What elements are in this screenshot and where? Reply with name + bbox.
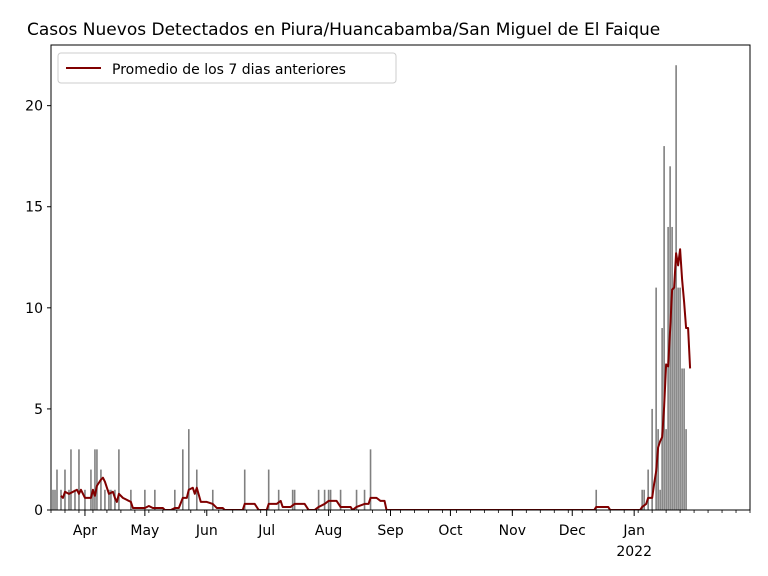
bars-layer xyxy=(52,65,687,510)
bar xyxy=(655,287,657,510)
x-tick-label: Jan xyxy=(622,523,645,539)
y-tick-label: 20 xyxy=(25,99,43,115)
bar xyxy=(144,489,146,510)
bar xyxy=(667,226,669,510)
chart-title: Casos Nuevos Detectados en Piura/Huancab… xyxy=(27,20,660,40)
plot-area: 0 5 10 15 20 Apr May Jun Jul Aug Sep Oct Nov Dec Jan 20… xyxy=(25,44,751,560)
bar xyxy=(657,429,659,510)
bar xyxy=(681,368,683,510)
bar xyxy=(211,489,214,510)
y-tick-label: 0 xyxy=(34,503,43,519)
bar xyxy=(293,489,296,510)
legend: Promedio de los 7 dias anteriores xyxy=(57,52,397,84)
bar xyxy=(369,449,372,510)
bar xyxy=(74,489,76,510)
x-tick-label: Jun xyxy=(195,523,218,539)
bar xyxy=(267,469,270,510)
bar xyxy=(317,489,320,510)
bar xyxy=(643,489,645,510)
bar xyxy=(118,449,120,510)
bar xyxy=(130,489,132,510)
y-tick-label: 15 xyxy=(25,200,43,216)
bar xyxy=(323,489,326,510)
bar xyxy=(188,429,190,510)
bar xyxy=(329,489,332,510)
bar xyxy=(665,429,667,510)
bar xyxy=(355,489,358,510)
bar xyxy=(677,287,679,510)
bar xyxy=(363,489,366,510)
bar xyxy=(84,489,86,510)
bar xyxy=(671,226,673,510)
bar xyxy=(56,469,58,510)
x-tick-label: Aug xyxy=(315,523,342,539)
bar xyxy=(291,489,294,510)
bar xyxy=(641,489,643,510)
bar xyxy=(182,449,184,510)
line-layer xyxy=(60,248,692,510)
bar xyxy=(647,469,649,510)
bar xyxy=(92,489,94,510)
bar xyxy=(96,449,98,510)
bar xyxy=(90,469,92,510)
bar xyxy=(659,489,661,510)
bar xyxy=(683,368,685,510)
bar xyxy=(174,489,176,510)
bar xyxy=(277,489,280,510)
x-tick-label: Apr xyxy=(73,523,97,539)
x-tick-label: Dec xyxy=(559,523,586,539)
bar xyxy=(685,429,687,510)
bar xyxy=(52,489,54,510)
x-tick-sublabel: 2022 xyxy=(616,544,652,560)
x-tick-label: Nov xyxy=(499,523,526,539)
bar xyxy=(100,469,102,510)
bar xyxy=(64,469,66,510)
moving-average-line xyxy=(60,248,692,510)
axes-layer: 0 5 10 15 20 Apr May Jun Jul Aug Sep Oct Nov Dec Jan 20… xyxy=(25,44,751,560)
y-tick-label: 10 xyxy=(25,301,43,317)
bar xyxy=(679,287,681,510)
bar xyxy=(651,408,653,510)
bar xyxy=(104,489,106,510)
legend-box xyxy=(57,52,397,84)
bar xyxy=(675,65,677,510)
bar xyxy=(327,489,330,510)
bar xyxy=(78,449,80,510)
bar xyxy=(68,489,70,510)
bar xyxy=(54,489,56,510)
x-tick-label: Sep xyxy=(377,523,404,539)
bar xyxy=(661,328,663,510)
x-tick-label: Oct xyxy=(438,523,463,539)
bar xyxy=(663,146,665,510)
bar xyxy=(108,489,110,510)
x-tick-label: Jul xyxy=(257,523,275,539)
bar xyxy=(94,449,96,510)
bar xyxy=(673,287,675,510)
legend-label: Promedio de los 7 dias anteriores xyxy=(112,62,346,78)
bar xyxy=(60,489,62,510)
bar xyxy=(339,489,342,510)
x-tick-label: May xyxy=(130,523,159,539)
bar xyxy=(110,489,112,510)
bar xyxy=(243,469,246,510)
bar xyxy=(70,449,72,510)
bar xyxy=(154,489,156,510)
bar xyxy=(595,489,598,510)
y-tick-label: 5 xyxy=(34,402,43,418)
